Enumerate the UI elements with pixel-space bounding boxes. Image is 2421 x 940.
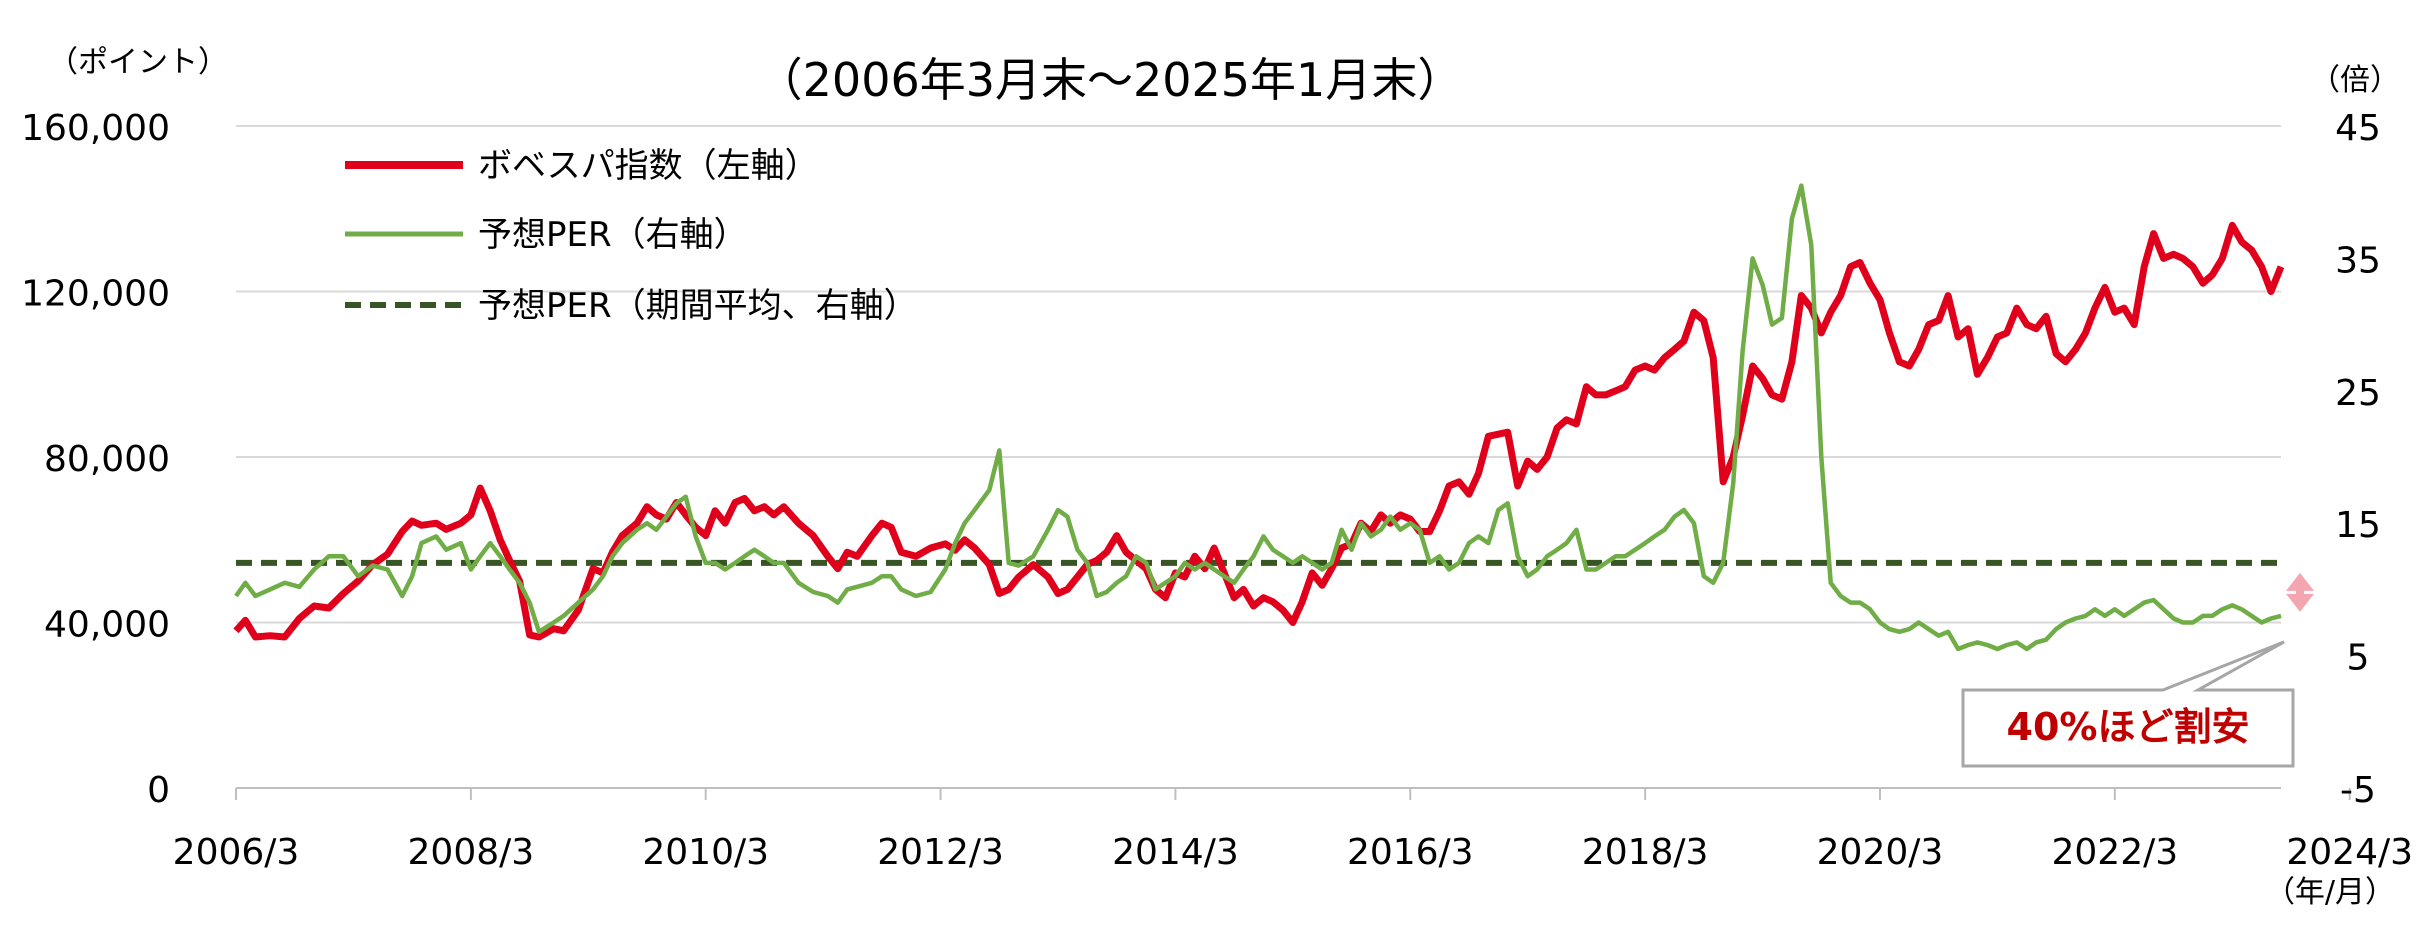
y-right-tick-label: 5 (2347, 638, 2370, 679)
y-left-tick-label: 160,000 (21, 108, 170, 149)
y-left-tick-label: 0 (147, 770, 170, 811)
y-right-unit-label: （倍） (2310, 63, 2400, 98)
x-tick-label: 2010/3 (642, 832, 769, 873)
y-left-tick-label: 40,000 (44, 605, 170, 646)
x-tick-label: 2014/3 (1112, 832, 1239, 873)
y-right-tick-label: -5 (2340, 770, 2376, 811)
series-lines (233, 183, 2285, 652)
x-tick-label: 2006/3 (173, 832, 300, 873)
x-tick-label: 2020/3 (1817, 832, 1944, 873)
y-right-tick-label: 25 (2335, 373, 2381, 414)
legend-label-avg: 予想PER（期間平均、右軸） (478, 286, 918, 326)
chart-title: （2006年3月末～2025年1月末） (757, 53, 1464, 107)
y-axis-right: -5 5 15 25 35 45 (2335, 108, 2381, 811)
callout-box (1961, 640, 2295, 768)
x-tick-label: 2012/3 (877, 832, 1004, 873)
x-tick-label: 2016/3 (1347, 832, 1474, 873)
x-tick-label: 2008/3 (408, 832, 535, 873)
series-line-per (234, 183, 2282, 652)
y-right-tick-label: 15 (2335, 505, 2381, 546)
x-tick-label: 2018/3 (1582, 832, 1709, 873)
annotation: 40%ほど割安 (1961, 572, 2314, 768)
y-right-tick-label: 45 (2335, 108, 2381, 149)
y-right-tick-label: 35 (2335, 240, 2381, 281)
legend-label-per: 予想PER（右軸） (478, 215, 748, 255)
x-tick-label: 2024/3 (2286, 832, 2413, 873)
series-line-bovespa (233, 221, 2285, 641)
x-axis: 2006/3 2008/3 2010/3 2012/3 2014/3 2016/3 2018… (173, 787, 2413, 873)
callout-text: 40%ほど割安 (2007, 705, 2250, 749)
y-left-tick-label: 120,000 (21, 274, 170, 315)
y-left-unit-label: （ポイント） (48, 45, 228, 80)
x-tick-label: 2022/3 (2052, 832, 2179, 873)
x-unit-label: （年/月） (2265, 875, 2395, 910)
gap-arrow-head-top (2286, 572, 2314, 591)
legend-label-bovespa: ボベスパ指数（左軸） (478, 146, 819, 186)
legend: ボベスパ指数（左軸） 予想PER（右軸） 予想PER（期間平均、右軸） (345, 146, 918, 326)
gap-arrow-head-bottom (2286, 593, 2314, 612)
y-left-tick-label: 80,000 (44, 439, 170, 480)
y-axis-left: 0 40,000 80,000 120,000 160,000 (21, 108, 170, 811)
gridlines (236, 125, 2281, 624)
